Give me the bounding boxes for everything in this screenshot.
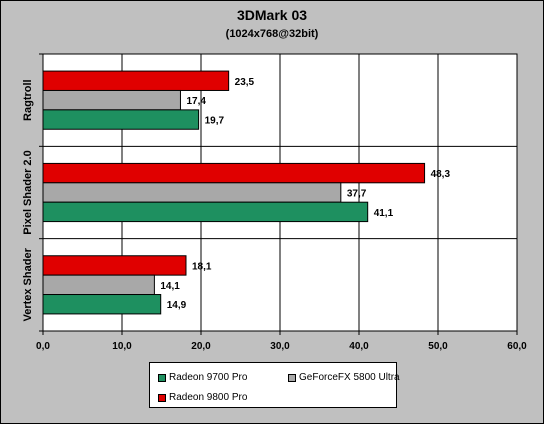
x-tick-label: 50,0 — [428, 341, 448, 352]
y-category-label: Vertex Shader — [22, 247, 34, 321]
bar-value-label: 37,7 — [347, 189, 367, 200]
bar — [42, 182, 342, 203]
bar-value-label: 41,1 — [374, 208, 394, 219]
y-category-label: Ragtroll — [22, 79, 34, 121]
bar-value-label: 17,4 — [186, 96, 206, 107]
bar-value-label: 23,5 — [235, 77, 255, 88]
legend-item: Radeon 9800 Pro — [158, 392, 247, 403]
legend-swatch — [158, 393, 166, 402]
x-tick-label: 40,0 — [349, 341, 369, 352]
x-tick-label: 10,0 — [112, 341, 132, 352]
bar — [42, 89, 181, 111]
bar — [42, 162, 426, 184]
bar — [42, 294, 162, 315]
legend-swatch — [288, 373, 296, 382]
bar-value-label: 14,9 — [167, 300, 187, 311]
legend: Radeon 9700 Pro GeForceFX 5800 Ultra Rad… — [149, 362, 400, 408]
bar — [42, 201, 369, 223]
x-tick-label: 0,0 — [36, 341, 50, 352]
plot-border — [42, 53, 518, 332]
bar — [42, 109, 200, 130]
legend-item: Radeon 9700 Pro — [158, 372, 247, 383]
bar-value-label: 14,1 — [160, 281, 180, 292]
legend-label: Radeon 9800 Pro — [169, 392, 248, 403]
legend-label: Radeon 9700 Pro — [169, 372, 248, 383]
legend-label: GeForceFX 5800 Ultra — [299, 372, 400, 383]
chart-subtitle: (1024x768@32bit) — [225, 28, 319, 40]
bar — [42, 274, 155, 296]
bar-value-label: 19,7 — [205, 116, 225, 127]
x-tick-label: 30,0 — [270, 341, 290, 352]
bar-value-label: 18,1 — [192, 261, 212, 272]
chart-title: 3DMark 03 — [236, 7, 308, 23]
x-tick-label: 60,0 — [507, 341, 527, 352]
y-category-label: Pixel Shader 2.0 — [22, 150, 34, 234]
bar-value-label: 48,3 — [431, 169, 451, 180]
bar — [42, 255, 187, 276]
x-tick-label: 20,0 — [191, 341, 211, 352]
bar — [42, 70, 230, 91]
legend-swatch — [158, 373, 166, 382]
legend-item: GeForceFX 5800 Ultra — [288, 372, 400, 383]
